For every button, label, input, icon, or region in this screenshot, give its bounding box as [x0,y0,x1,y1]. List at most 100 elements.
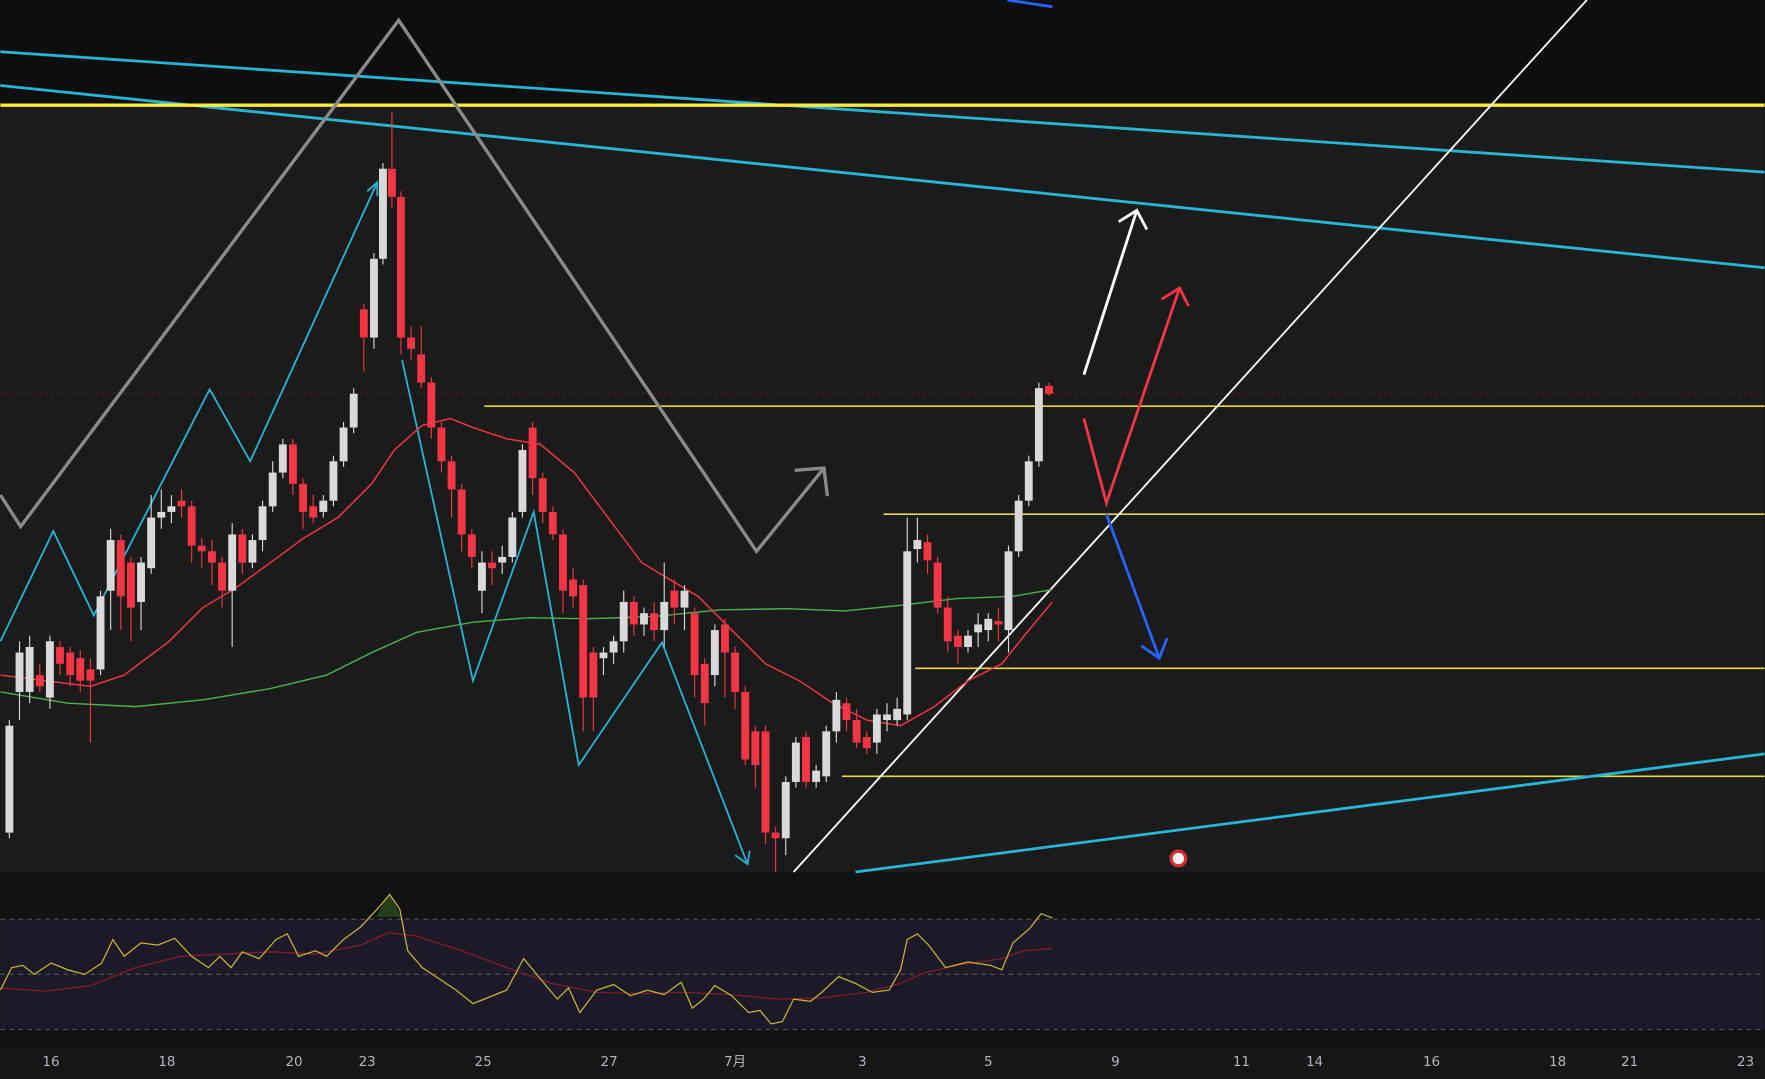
candle-body [1014,500,1023,552]
candle-body [721,624,729,653]
candle-body [862,736,871,749]
arrow-head [794,466,830,497]
arrow-head [1160,286,1190,307]
candle-body [379,168,387,259]
x-axis-label: 18 [1549,1054,1566,1070]
arrow-head [1140,637,1169,661]
candle-body [933,562,942,608]
flag-inner [1172,852,1185,865]
x-axis-label: 14 [1306,1054,1323,1070]
rsi-average [0,932,1053,1000]
candle-body [832,699,841,732]
candle-body [660,601,669,631]
upper-zone [0,0,1765,105]
candle-body [822,731,831,777]
candles [5,112,1053,872]
candle-body [599,652,608,659]
x-axis-label: 11 [1233,1054,1250,1070]
candle-body [731,652,740,692]
candle-body [349,393,358,428]
candle-body [197,545,206,552]
candle-body [1034,388,1043,462]
candle-body [761,731,770,833]
candle-body [913,540,922,550]
candle-body [447,461,456,490]
candle-body [157,511,166,518]
candle-body [207,551,216,563]
x-axis-label: 21 [1621,1054,1638,1070]
candle-body [883,714,891,721]
candle-body [812,770,821,782]
x-axis-label: 7月 [724,1054,746,1070]
candle-body [569,579,578,597]
candle-body [640,613,648,625]
candle-body [579,585,588,698]
candle-body [538,478,547,512]
support-line [792,0,1588,873]
candle-body [751,731,760,766]
candle-body [370,258,378,338]
event-flag[interactable] [1169,849,1188,868]
candle-body [56,646,64,664]
scenario-arrows [1082,208,1190,661]
candle-body [791,742,800,782]
candle-body [35,675,44,687]
x-axis-label: 25 [474,1054,491,1070]
candle-body [1045,385,1053,394]
candle-body [953,635,962,647]
candle-body [842,703,851,721]
candle-body [802,736,810,782]
candle-body [388,168,396,197]
candle-body [1024,461,1033,501]
candle-body [710,630,719,676]
candle-body [177,500,186,507]
candle-body [903,551,912,715]
trend-line [1007,0,1053,9]
x-axis-label: 23 [1737,1054,1754,1070]
candle-body [427,382,436,428]
candle-body [15,652,24,692]
levels [484,405,1765,778]
candle-body [548,511,557,535]
candle-body [852,720,861,743]
candle-body [589,652,598,698]
candle-body [994,621,1003,625]
candle-body [359,309,368,338]
candle-body [45,641,54,698]
arrow-head [366,180,379,196]
candle-body [167,506,176,512]
x-axis-label: 20 [285,1054,302,1070]
candle-body [309,506,318,518]
moving-average [0,417,1053,727]
candle-body [528,427,537,479]
zigzag [401,359,749,865]
candle-body [559,534,567,591]
candle-body [619,601,628,642]
candle-body [984,618,993,631]
candle-body [629,601,638,625]
candle-body [228,534,237,591]
candle-body [397,196,405,338]
arrow [1082,287,1181,508]
moving-average [0,588,1053,708]
candle-body [329,461,338,501]
candle-body [488,562,497,569]
rsi-levels [0,918,1765,1031]
candle-body [508,517,517,557]
candle-body [147,517,156,569]
candle-body [116,540,125,597]
trend-line [855,752,1765,874]
candle-body [66,652,75,676]
candle-body [218,562,226,591]
candle-body [771,832,780,839]
candle-body [781,781,790,839]
candle-body [187,506,196,546]
candle-body [437,427,446,462]
candle-body [238,534,247,563]
x-axis-label: 9 [1111,1054,1120,1070]
candle-body [417,354,426,383]
arrow [1082,209,1139,376]
candle-body [86,669,95,681]
